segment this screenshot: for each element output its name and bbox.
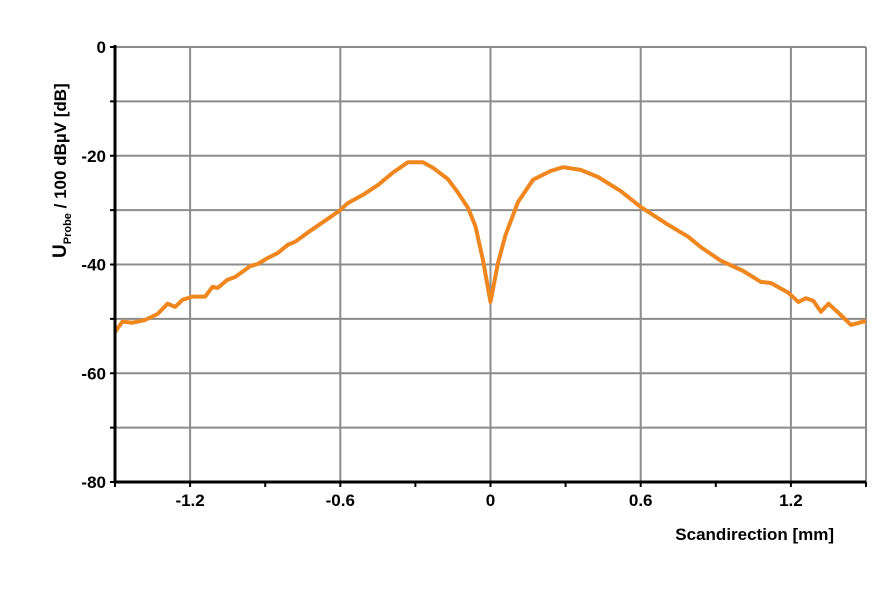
series-line [113, 160, 866, 334]
x-tick-label: -1.2 [175, 491, 204, 510]
y-label-subscript: Probe [62, 213, 74, 244]
x-tick-label: 1.2 [779, 491, 803, 510]
x-axis-label: Scandirection [mm] [675, 525, 834, 544]
series-layer [113, 160, 866, 334]
x-tick-label: 0 [486, 491, 495, 510]
x-tick-label: -0.6 [326, 491, 355, 510]
axes [110, 45, 867, 487]
tick-labels: 0 -20 -40 -60 -80 -1.2 -0.6 0 0.6 1.2 [81, 38, 802, 510]
y-tick-label: -60 [81, 364, 106, 383]
y-tick-label: -20 [81, 147, 106, 166]
y-axis-label: UProbe / 100 dBµV [dB] [50, 83, 74, 258]
y-label-main: U [50, 244, 71, 258]
x-tick-label: 0.6 [629, 491, 653, 510]
grid [115, 46, 867, 482]
y-tick-label: -40 [81, 256, 106, 275]
y-tick-label: -80 [81, 473, 106, 492]
y-label-rest: / 100 dBµV [dB] [51, 83, 70, 213]
y-tick-label: 0 [97, 38, 106, 57]
